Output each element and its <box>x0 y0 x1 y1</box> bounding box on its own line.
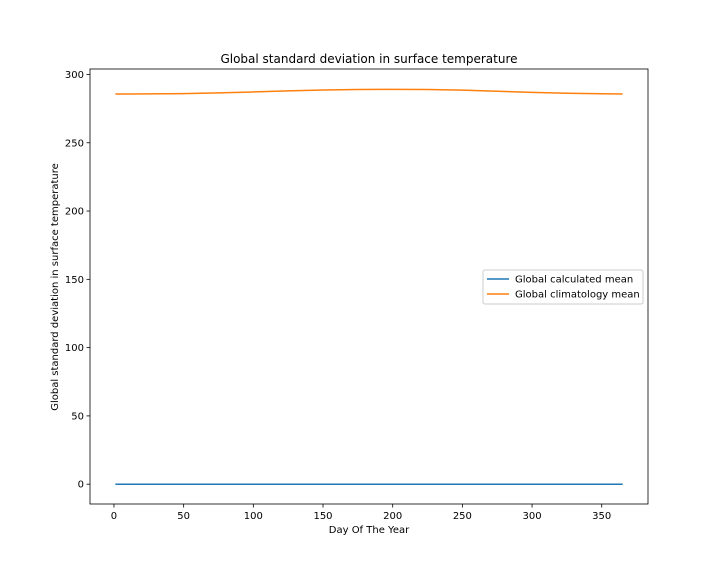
chart-title: Global standard deviation in surface tem… <box>220 52 517 66</box>
legend-label-1: Global calculated mean <box>515 275 633 286</box>
x-tick-label: 300 <box>523 511 542 522</box>
legend-box <box>482 269 644 305</box>
plot-area <box>89 68 649 505</box>
y-axis-label: Global standard deviation in surface tem… <box>50 163 61 411</box>
x-tick-label: 200 <box>383 511 402 522</box>
x-tick-label: 350 <box>592 511 611 522</box>
y-tick-label: 250 <box>65 138 84 149</box>
y-tick-label: 100 <box>65 343 84 354</box>
y-tick-label: 200 <box>65 207 84 218</box>
x-tick-label: 250 <box>453 511 472 522</box>
y-tick-label: 0 <box>78 480 84 491</box>
x-tick-label: 150 <box>313 511 332 522</box>
y-tick-label: 300 <box>65 70 84 81</box>
y-tick-label: 50 <box>71 411 84 422</box>
x-tick-label: 0 <box>111 511 117 522</box>
plot-frame <box>89 68 649 505</box>
series-line-2 <box>115 88 623 95</box>
x-axis: 0 50 100 150 200 250 300 350 <box>111 504 611 522</box>
y-axis: 0 50 100 150 200 250 300 <box>65 70 90 491</box>
y-tick-label: 150 <box>65 275 84 286</box>
legend-label-2: Global climatology mean <box>515 290 640 301</box>
legend: Global calculated mean Global climatology… <box>482 269 644 305</box>
x-tick-label: 100 <box>244 511 263 522</box>
x-tick-label: 50 <box>177 511 190 522</box>
x-axis-label: Day Of The Year <box>329 525 410 536</box>
